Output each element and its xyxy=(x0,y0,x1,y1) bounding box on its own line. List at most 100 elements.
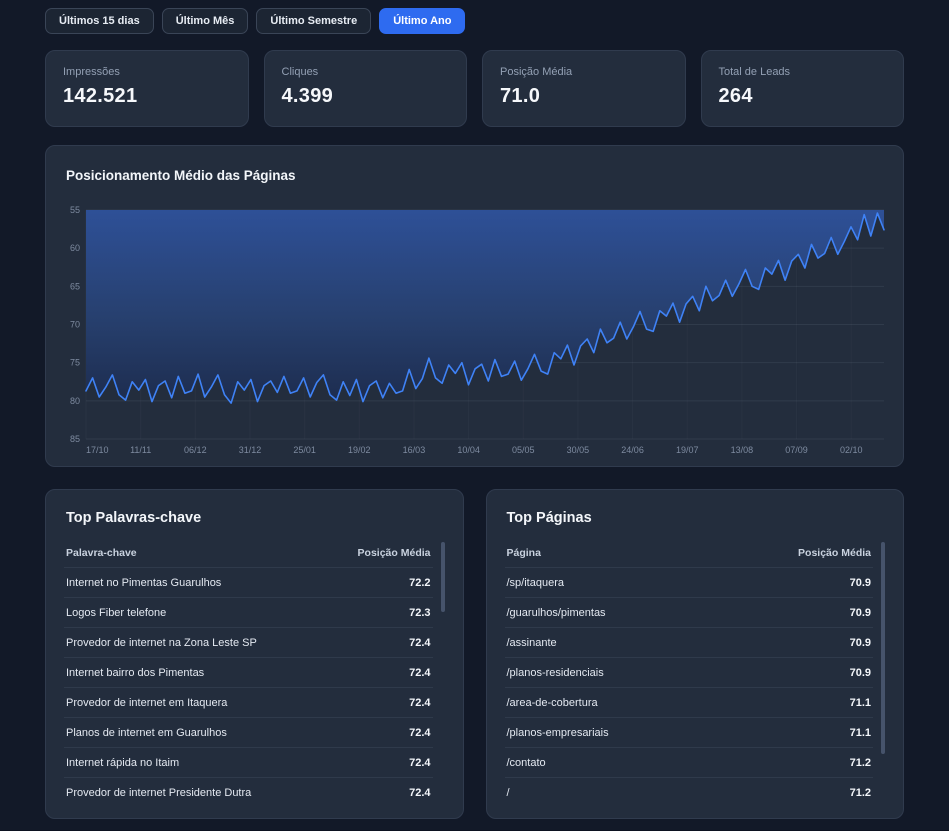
svg-text:11/11: 11/11 xyxy=(130,445,151,455)
pages-table: Página Posição Média /sp/itaquera 70.9/gu… xyxy=(505,538,886,808)
svg-text:75: 75 xyxy=(70,358,80,368)
table-row: /contato 71.2 xyxy=(505,748,874,778)
page-cell: /planos-empresariais xyxy=(507,727,609,739)
page-cell: /sp/itaquera xyxy=(507,577,564,589)
stat-label: Impressões xyxy=(63,66,231,78)
svg-text:85: 85 xyxy=(70,434,80,444)
position-cell: 72.3 xyxy=(409,607,430,619)
svg-text:55: 55 xyxy=(70,205,80,215)
column-header: Página xyxy=(507,547,541,559)
table-row: /planos-empresariais 71.1 xyxy=(505,718,874,748)
table-row: /area-de-cobertura 71.1 xyxy=(505,688,874,718)
column-header: Posição Média xyxy=(798,547,871,559)
table-title: Top Páginas xyxy=(507,510,886,526)
position-cell: 71.1 xyxy=(850,697,871,709)
svg-text:30/05: 30/05 xyxy=(567,445,590,455)
filter-button-ano[interactable]: Último Ano xyxy=(379,8,465,34)
svg-text:65: 65 xyxy=(70,281,80,291)
position-cell: 72.4 xyxy=(409,697,430,709)
table-row: Provedor de internet Presidente Dutra72.… xyxy=(64,778,433,808)
svg-text:07/09: 07/09 xyxy=(785,445,808,455)
table-row: Provedor de internet na Zona Leste SP 72.… xyxy=(64,628,433,658)
table-row: /guarulhos/pimentas70.9 xyxy=(505,598,874,628)
svg-text:13/08: 13/08 xyxy=(731,445,754,455)
stat-card-impressoes: Impressões 142.521 xyxy=(45,50,249,127)
keyword-cell: Internet bairro dos Pimentas xyxy=(66,667,204,679)
svg-text:17/10: 17/10 xyxy=(86,445,109,455)
filter-button-mes[interactable]: Último Mês xyxy=(162,8,249,34)
page-cell: /planos-residenciais xyxy=(507,667,604,679)
table-row: /planos-residenciais 70.9 xyxy=(505,658,874,688)
stat-card-cliques: Cliques 4.399 xyxy=(264,50,468,127)
svg-text:19/02: 19/02 xyxy=(348,445,371,455)
top-keywords-panel: Top Palavras-chave Palavra-chave Posição… xyxy=(45,489,464,819)
position-line-chart: 17/1011/1106/1231/1225/0119/0216/0310/04… xyxy=(64,189,886,461)
chart-title: Posicionamento Médio das Páginas xyxy=(66,168,885,183)
kpi-row: Impressões 142.521 Cliques 4.399 Posição… xyxy=(45,50,904,127)
svg-text:70: 70 xyxy=(70,320,80,330)
scrollbar-thumb[interactable] xyxy=(881,542,885,754)
svg-text:25/01: 25/01 xyxy=(293,445,316,455)
filter-button-15-dias[interactable]: Últimos 15 dias xyxy=(45,8,154,34)
scrollbar-track[interactable] xyxy=(441,542,445,800)
stat-card-total-leads: Total de Leads 264 xyxy=(701,50,905,127)
position-cell: 70.9 xyxy=(850,637,871,649)
stat-value: 71.0 xyxy=(500,85,668,108)
column-header: Palavra-chave xyxy=(66,547,137,559)
filter-button-semestre[interactable]: Último Semestre xyxy=(256,8,371,34)
page-cell: /area-de-cobertura xyxy=(507,697,598,709)
stat-value: 142.521 xyxy=(63,85,231,108)
time-filter-bar: Últimos 15 dias Último Mês Último Semest… xyxy=(45,8,949,34)
table-header: Palavra-chave Posição Média xyxy=(64,538,433,568)
table-row: Internet no Pimentas Guarulhos 72.2 xyxy=(64,568,433,598)
scrollbar-track[interactable] xyxy=(881,542,885,800)
stat-label: Total de Leads xyxy=(719,66,887,78)
stat-value: 4.399 xyxy=(282,85,450,108)
scrollbar-thumb[interactable] xyxy=(441,542,445,612)
position-cell: 72.4 xyxy=(409,667,430,679)
position-cell: 72.2 xyxy=(409,577,430,589)
stat-value: 264 xyxy=(719,85,887,108)
position-cell: 71.2 xyxy=(850,787,871,799)
position-cell: 72.4 xyxy=(409,757,430,769)
stat-label: Cliques xyxy=(282,66,450,78)
position-cell: 72.4 xyxy=(409,637,430,649)
table-row: /assinante70.9 xyxy=(505,628,874,658)
page-cell: / xyxy=(507,787,510,799)
svg-text:16/03: 16/03 xyxy=(403,445,426,455)
page-cell: /contato xyxy=(507,757,546,769)
stat-card-posicao-media: Posição Média 71.0 xyxy=(482,50,686,127)
keyword-cell: Internet no Pimentas Guarulhos xyxy=(66,577,221,589)
column-header: Posição Média xyxy=(358,547,431,559)
svg-text:10/04: 10/04 xyxy=(457,445,480,455)
table-header: Página Posição Média xyxy=(505,538,874,568)
position-chart-panel: Posicionamento Médio das Páginas 17/10 11… xyxy=(45,145,904,467)
table-row: / 71.2 xyxy=(505,778,874,808)
table-title: Top Palavras-chave xyxy=(66,510,445,526)
table-body: /sp/itaquera70.9/guarulhos/pimentas70.9/… xyxy=(505,568,874,808)
svg-text:19/07: 19/07 xyxy=(676,445,699,455)
table-row: Internet rápida no Itaim 72.4 xyxy=(64,748,433,778)
svg-text:02/10: 02/10 xyxy=(840,445,863,455)
keyword-cell: Planos de internet em Guarulhos xyxy=(66,727,227,739)
position-cell: 71.2 xyxy=(850,757,871,769)
tables-row: Top Palavras-chave Palavra-chave Posição… xyxy=(45,489,904,819)
stat-label: Posição Média xyxy=(500,66,668,78)
position-cell: 70.9 xyxy=(850,667,871,679)
svg-text:05/05: 05/05 xyxy=(512,445,535,455)
keyword-cell: Internet rápida no Itaim xyxy=(66,757,179,769)
svg-text:60: 60 xyxy=(70,243,80,253)
svg-text:31/12: 31/12 xyxy=(239,445,262,455)
position-cell: 71.1 xyxy=(850,727,871,739)
table-row: Logos Fiber telefone 72.3 xyxy=(64,598,433,628)
table-row: Internet bairro dos Pimentas 72.4 xyxy=(64,658,433,688)
keyword-cell: Logos Fiber telefone xyxy=(66,607,166,619)
table-row: Provedor de internet em Itaquera72.4 xyxy=(64,688,433,718)
keywords-table: Palavra-chave Posição Média Internet no … xyxy=(64,538,445,808)
position-cell: 72.4 xyxy=(409,727,430,739)
position-cell: 70.9 xyxy=(850,607,871,619)
keyword-cell: Provedor de internet Presidente Dutra xyxy=(66,787,251,799)
table-body: Internet no Pimentas Guarulhos 72.2 Logos … xyxy=(64,568,433,808)
keyword-cell: Provedor de internet na Zona Leste SP xyxy=(66,637,257,649)
top-pages-panel: Top Páginas Página Posição Média /sp/ita… xyxy=(486,489,905,819)
